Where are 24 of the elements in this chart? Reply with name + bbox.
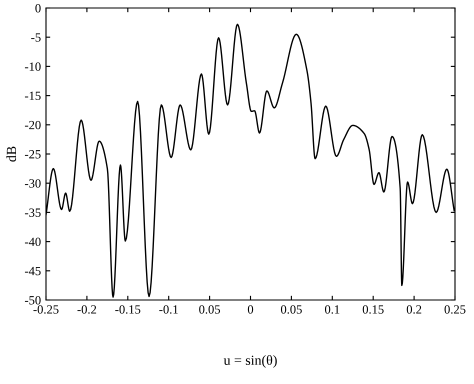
y-tick-label: -40: [24, 238, 41, 246]
x-tick-label: 0.1: [324, 305, 340, 314]
y-axis-title: dB: [6, 146, 16, 162]
x-tick-label: 0: [248, 305, 254, 314]
y-tick-label: -5: [31, 33, 41, 42]
x-axis-title: u = sin(θ): [224, 355, 277, 368]
x-tick-label: -0.15: [115, 305, 140, 314]
y-tick-label: -50: [24, 296, 41, 304]
y-tick-label: -15: [24, 92, 41, 100]
y-tick-label: 0: [35, 4, 41, 12]
y-tick-label: -35: [24, 208, 41, 217]
x-tick-label: 0.25: [444, 305, 466, 314]
x-tick-label: 0.15: [362, 305, 384, 314]
y-tick-label: -30: [24, 179, 41, 188]
y-tick-label: -20: [24, 120, 41, 130]
x-tick-label: -0.2: [77, 305, 96, 314]
y-tick-label: -45: [24, 266, 41, 276]
x-tick-label: 0.2: [406, 305, 422, 314]
x-tick-label: 0.05: [199, 305, 220, 314]
x-tick-label: -0.1: [159, 305, 178, 314]
x-tick-label: -0.25: [33, 305, 59, 314]
y-tick-label: -10: [24, 62, 41, 71]
x-tick-label: 0.05: [280, 305, 302, 314]
y-tick-label: -25: [24, 150, 41, 158]
